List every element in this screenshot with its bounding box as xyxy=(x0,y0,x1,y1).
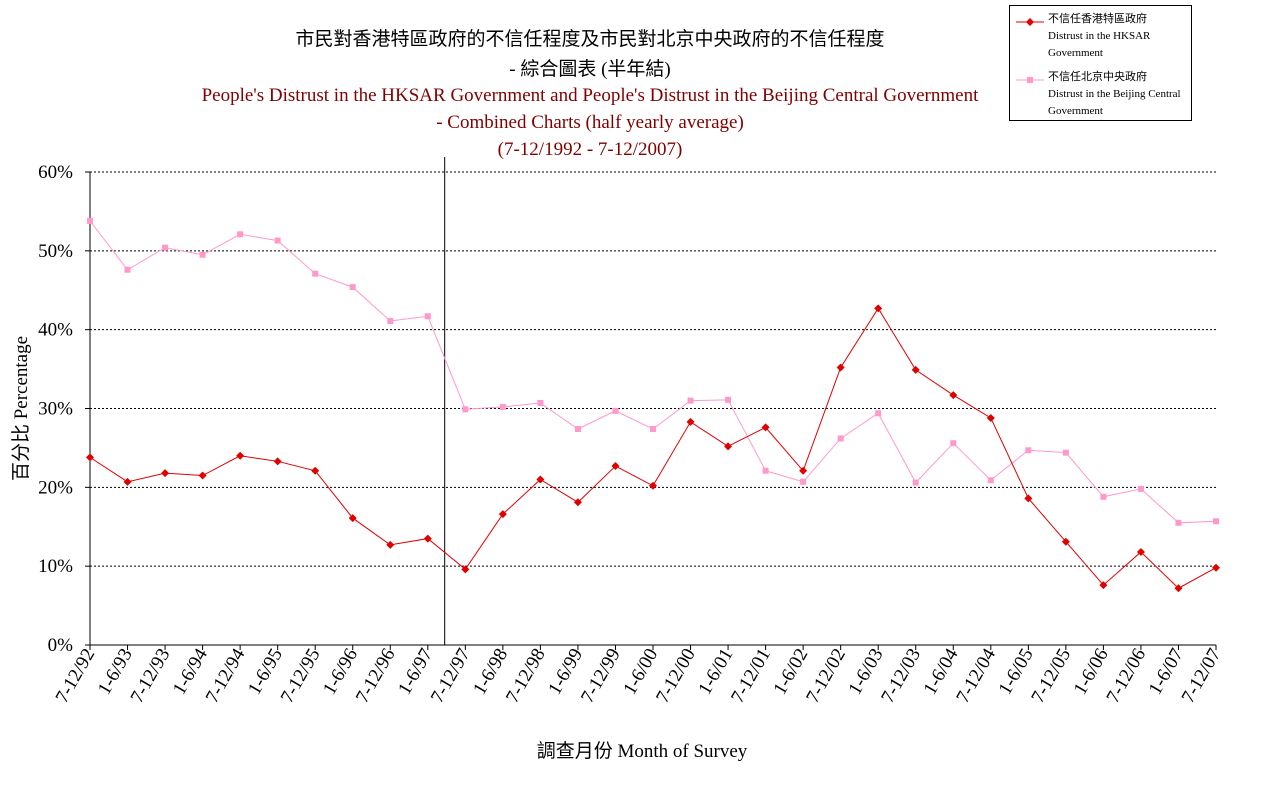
data-point xyxy=(1213,518,1219,525)
legend-swatch-hksar xyxy=(1016,18,1044,26)
data-point xyxy=(86,453,94,462)
data-point xyxy=(799,466,808,475)
chart-subtitle-en: - Combined Charts (half yearly average) xyxy=(436,112,744,133)
data-point xyxy=(1137,485,1144,492)
data-point xyxy=(650,425,656,432)
data-point xyxy=(574,425,581,432)
y-tick-label: 40% xyxy=(38,320,73,341)
data-point xyxy=(875,410,882,417)
y-axis-label: 百分比 Percentage xyxy=(10,336,32,481)
x-axis-label: 調查月份 Month of Survey xyxy=(537,740,748,762)
data-point xyxy=(762,467,769,474)
data-point xyxy=(123,477,132,486)
data-point xyxy=(649,481,657,490)
data-point xyxy=(800,478,807,485)
data-point xyxy=(986,413,995,422)
legend-swatch-beijing xyxy=(1016,77,1044,83)
data-point xyxy=(162,244,169,251)
chart-date-range: (7-12/1992 - 7-12/2007) xyxy=(497,139,683,160)
data-point xyxy=(686,417,695,426)
data-point xyxy=(87,217,93,224)
tick-labels: 0%10%20%30%40%50%60%7-12/921-6/937-12/93… xyxy=(38,162,1225,707)
y-tick-label: 60% xyxy=(38,162,73,183)
data-point xyxy=(237,231,244,238)
data-point xyxy=(1174,584,1183,593)
data-point xyxy=(1175,519,1182,526)
data-point xyxy=(386,540,395,549)
data-point xyxy=(1099,581,1108,590)
y-tick-label: 10% xyxy=(38,556,73,577)
gridlines xyxy=(90,171,1216,567)
data-point xyxy=(1100,493,1107,500)
data-point xyxy=(161,469,170,478)
data-point xyxy=(1025,447,1032,454)
data-point xyxy=(349,284,356,291)
data-point xyxy=(1136,547,1145,556)
data-point xyxy=(387,317,394,324)
data-point xyxy=(761,423,770,432)
data-point xyxy=(536,475,545,484)
data-point xyxy=(1061,537,1070,546)
series-line-1 xyxy=(89,220,1217,524)
data-point xyxy=(311,466,320,475)
data-point xyxy=(1062,449,1069,456)
data-point xyxy=(837,435,844,442)
y-tick-label: 50% xyxy=(38,241,73,262)
data-point xyxy=(949,391,958,400)
data-point xyxy=(573,498,582,507)
legend-label-hksar: 不信任香港特區政府 Distrust in the HKSAR Governme… xyxy=(1048,13,1151,59)
data-point xyxy=(499,403,506,410)
data-point xyxy=(1024,494,1033,503)
y-tick-label: 20% xyxy=(38,477,73,498)
data-point xyxy=(236,451,245,460)
data-point xyxy=(724,442,733,451)
data-point xyxy=(1212,563,1220,572)
y-tick-label: 0% xyxy=(48,635,74,656)
data-point xyxy=(611,462,620,471)
data-point xyxy=(312,270,319,277)
data-point xyxy=(198,471,207,480)
data-point xyxy=(462,406,469,413)
data-point xyxy=(874,304,883,313)
chart-title-en: People's Distrust in the HKSAR Governmen… xyxy=(201,85,979,106)
data-point xyxy=(911,365,920,374)
data-point xyxy=(612,407,619,414)
data-point xyxy=(537,399,544,406)
y-tick-label: 30% xyxy=(38,399,73,420)
axes xyxy=(85,157,1217,650)
data-point xyxy=(424,313,431,320)
data-point xyxy=(348,514,357,523)
series-line-0 xyxy=(89,307,1217,589)
chart-legend: 不信任香港特區政府 Distrust in the HKSAR Governme… xyxy=(1009,5,1192,121)
data-point xyxy=(423,534,432,543)
data-point xyxy=(725,396,732,403)
chart-title-zh: 市民對香港特區政府的不信任程度及市民對北京中央政府的不信任程度 xyxy=(295,29,885,50)
data-point xyxy=(274,237,281,244)
series xyxy=(86,217,1220,593)
data-point xyxy=(498,510,507,519)
data-point xyxy=(912,479,919,486)
data-point xyxy=(836,363,845,372)
data-point xyxy=(199,251,206,258)
legend-label-beijing: 不信任北京中央政府 Distrust in the Beijing Centra… xyxy=(1048,71,1181,117)
data-point xyxy=(987,477,994,484)
data-point xyxy=(461,565,470,574)
data-point xyxy=(687,397,694,404)
chart-subtitle-zh: - 綜合圖表 (半年結) xyxy=(509,59,671,80)
data-point xyxy=(950,440,957,447)
data-point xyxy=(273,457,282,466)
data-point xyxy=(124,266,131,273)
